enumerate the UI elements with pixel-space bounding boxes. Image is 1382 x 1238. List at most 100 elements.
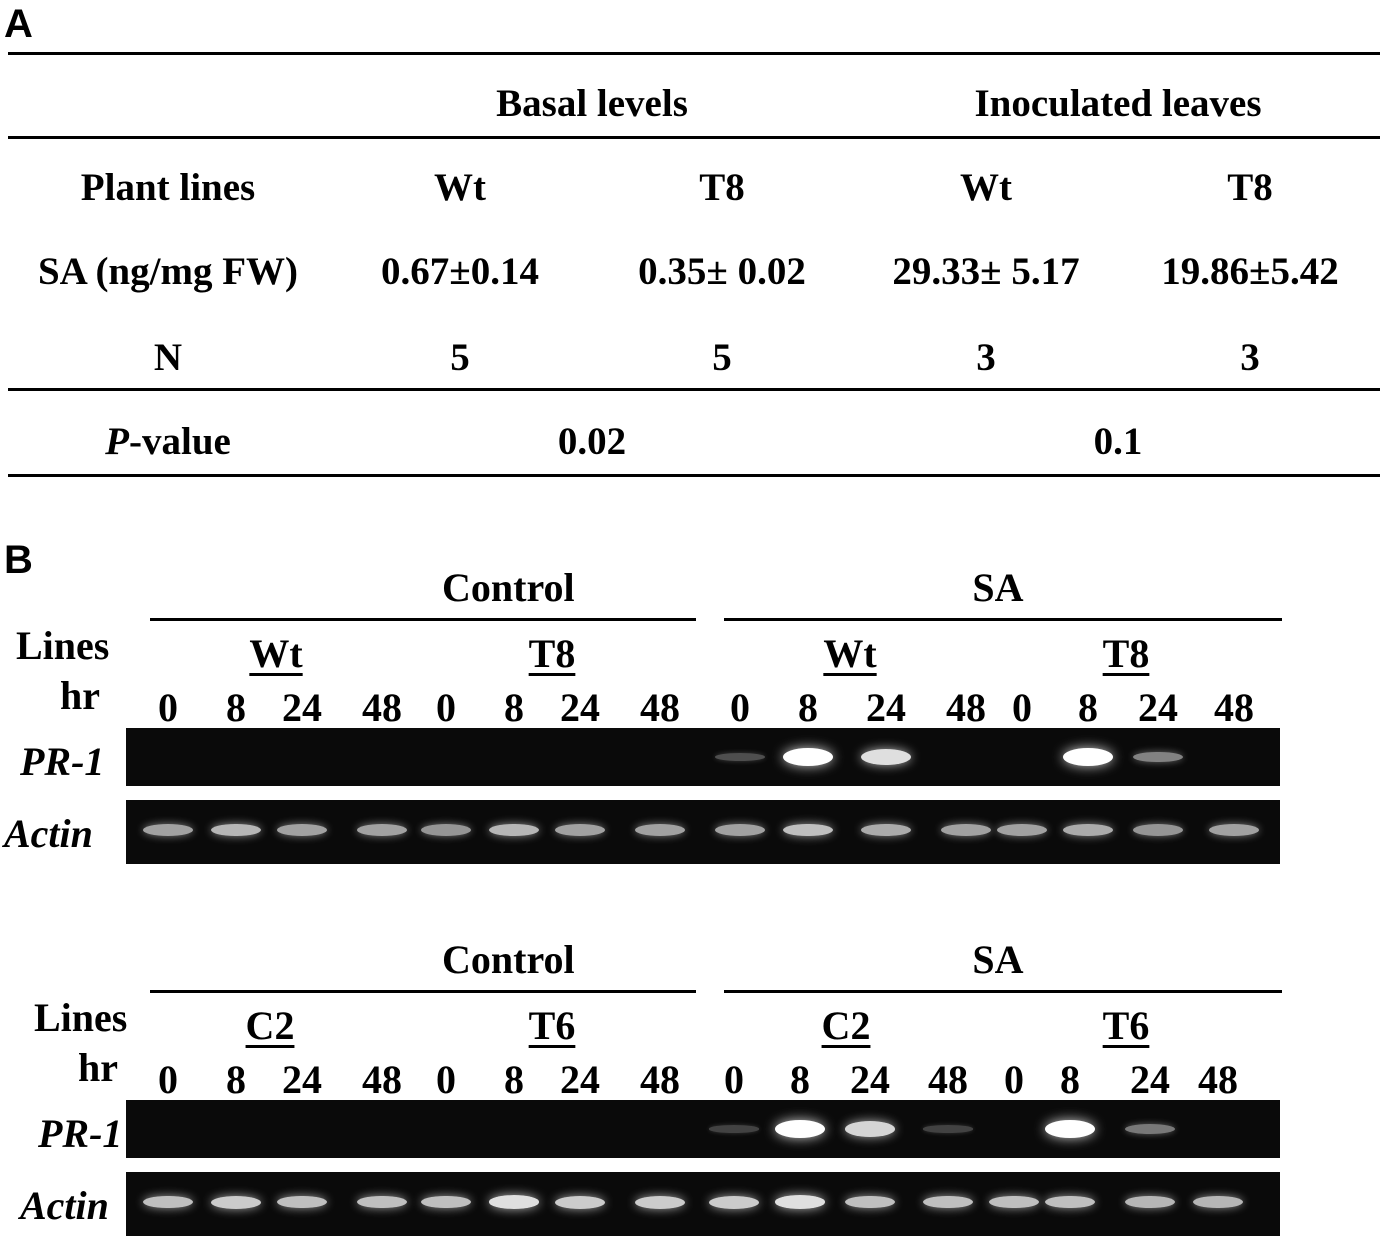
- sa-inoc-wt: 29.33± 5.17: [892, 250, 1080, 293]
- timepoint-label: 48: [362, 685, 402, 730]
- treatment-rule-sa: [724, 990, 1282, 993]
- actin-band: [783, 823, 833, 837]
- actin-band: [989, 1195, 1039, 1209]
- pr1-band: [775, 1120, 825, 1138]
- pvalue-inoculated: 0.1: [1093, 420, 1143, 463]
- col-header-basal-wt: Wt: [434, 166, 486, 209]
- actin-band: [489, 1195, 539, 1209]
- timepoint-label: 24: [560, 685, 600, 730]
- actin-band: [1209, 823, 1259, 837]
- hr-label: hr: [78, 1045, 118, 1090]
- timepoint-label: 48: [928, 1057, 968, 1102]
- pr1-band: [1133, 751, 1183, 763]
- actin-band: [1063, 823, 1113, 837]
- pr1-band: [1063, 748, 1113, 766]
- actin-band: [635, 1195, 685, 1209]
- timepoint-label: 8: [1078, 685, 1098, 730]
- actin-band: [143, 823, 193, 837]
- actin-band: [845, 1195, 895, 1209]
- timepoint-label: 0: [724, 1057, 744, 1102]
- timepoint-label: 24: [282, 685, 322, 730]
- treatment-rule-control: [150, 618, 696, 621]
- pr1-band: [1125, 1123, 1175, 1135]
- actin-band: [357, 1195, 407, 1209]
- sa-basal-wt: 0.67±0.14: [381, 250, 539, 293]
- timepoint-label: 8: [504, 685, 524, 730]
- plant-line-label: T6: [528, 1003, 576, 1048]
- row-label-pvalue: P-value: [105, 422, 231, 461]
- pvalue-p: P: [105, 420, 129, 463]
- n-basal-t8: 5: [712, 336, 732, 379]
- actin-band: [775, 1195, 825, 1209]
- actin-band: [1133, 824, 1183, 836]
- timepoint-label: 24: [1130, 1057, 1170, 1102]
- timepoint-label: 0: [730, 685, 750, 730]
- actin-band: [1193, 1195, 1243, 1209]
- plant-line-label: Wt: [249, 631, 303, 676]
- table-bottom-rule: [8, 474, 1380, 477]
- actin-band: [715, 823, 765, 837]
- table-top-rule: [8, 52, 1380, 55]
- treatment-rule-control: [150, 990, 696, 993]
- actin-band: [635, 823, 685, 837]
- col-header-plant-lines: Plant lines: [80, 166, 256, 209]
- gene-label-actin: Actin: [4, 811, 93, 856]
- treatment-label-sa: SA: [972, 937, 1024, 982]
- col-header-basal-t8: T8: [699, 166, 745, 209]
- actin-band: [923, 1195, 973, 1209]
- actin-band: [555, 823, 605, 837]
- pr1-band: [715, 753, 765, 761]
- treatment-label-sa: SA: [972, 565, 1024, 610]
- actin-band: [997, 823, 1047, 837]
- actin-band: [489, 823, 539, 837]
- timepoint-label: 0: [436, 1057, 456, 1102]
- actin-band: [555, 1195, 605, 1209]
- timepoint-label: 48: [362, 1057, 402, 1102]
- pr1-band: [923, 1125, 973, 1133]
- actin-band: [277, 823, 327, 837]
- actin-band: [861, 823, 911, 837]
- table-body-rule: [8, 388, 1380, 391]
- timepoint-label: 24: [866, 685, 906, 730]
- pr1-band: [783, 748, 833, 766]
- plant-line-label: T8: [528, 631, 576, 676]
- col-header-inoc-t8: T8: [1227, 166, 1273, 209]
- timepoint-label: 24: [560, 1057, 600, 1102]
- pr1-band: [861, 748, 911, 766]
- timepoint-label: 8: [504, 1057, 524, 1102]
- pr1-band: [709, 1125, 759, 1133]
- lines-label: Lines: [34, 995, 128, 1040]
- timepoint-label: 8: [798, 685, 818, 730]
- timepoint-label: 0: [158, 685, 178, 730]
- table-header-rule: [8, 136, 1380, 139]
- panel-a-label: A: [4, 2, 33, 46]
- plant-line-label: T8: [1102, 631, 1150, 676]
- gene-label-pr1: PR-1: [20, 739, 105, 784]
- actin-band: [357, 823, 407, 837]
- gene-label-actin: Actin: [20, 1183, 109, 1228]
- timepoint-label: 24: [850, 1057, 890, 1102]
- actin-band: [143, 1195, 193, 1209]
- row-label-n: N: [153, 336, 183, 379]
- timepoint-label: 8: [226, 685, 246, 730]
- timepoint-label: 0: [436, 685, 456, 730]
- timepoint-label: 8: [1060, 1057, 1080, 1102]
- plant-line-label: T6: [1102, 1003, 1150, 1048]
- actin-band: [941, 823, 991, 837]
- actin-band: [1045, 1195, 1095, 1209]
- actin-band: [1125, 1195, 1175, 1209]
- plant-line-label: C2: [245, 1003, 295, 1048]
- actin-band: [421, 824, 471, 836]
- pvalue-basal: 0.02: [557, 420, 627, 463]
- timepoint-label: 0: [158, 1057, 178, 1102]
- timepoint-label: 48: [946, 685, 986, 730]
- actin-band: [211, 823, 261, 837]
- pvalue-rest: -value: [129, 420, 231, 463]
- timepoint-label: 48: [640, 685, 680, 730]
- treatment-rule-sa: [724, 618, 1282, 621]
- timepoint-label: 48: [1198, 1057, 1238, 1102]
- n-basal-wt: 5: [450, 336, 470, 379]
- gel-strip-pr1: [126, 1100, 1280, 1158]
- timepoint-label: 48: [1214, 685, 1254, 730]
- lines-label: Lines: [16, 623, 110, 668]
